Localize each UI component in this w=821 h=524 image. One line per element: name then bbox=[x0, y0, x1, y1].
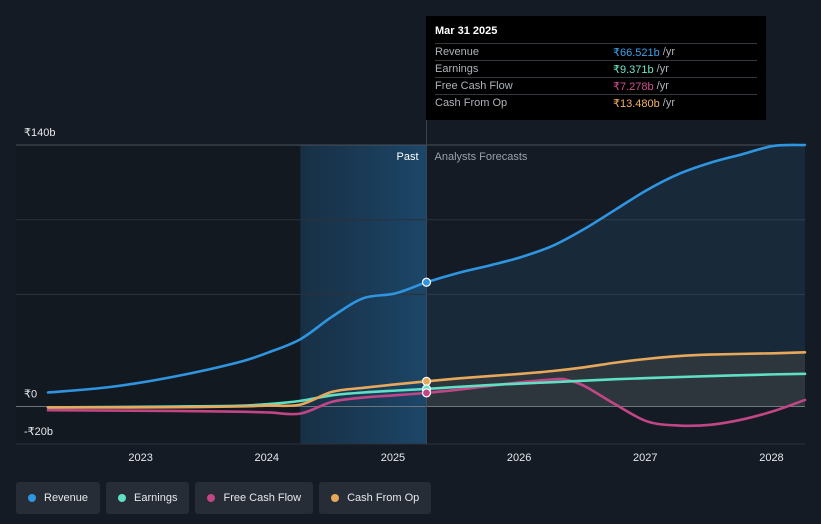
tooltip-value: ₹9.371b bbox=[613, 63, 654, 76]
legend: Revenue Earnings Free Cash Flow Cash From O… bbox=[16, 482, 432, 514]
legend-item-cash-from-op[interactable]: Cash From Op bbox=[319, 482, 432, 514]
legend-label: Cash From Op bbox=[347, 492, 420, 504]
revenue-highlight-point bbox=[421, 277, 432, 287]
x-tick-label: 2023 bbox=[128, 452, 152, 464]
legend-item-revenue[interactable]: Revenue bbox=[16, 482, 101, 514]
tooltip-value: ₹7.278b bbox=[613, 80, 654, 93]
legend-dot-icon bbox=[118, 494, 127, 502]
tooltip-row: Free Cash Flow ₹7.278b/yr bbox=[435, 77, 757, 94]
cfo-highlight-point bbox=[421, 376, 432, 386]
tooltip-unit: /yr bbox=[662, 46, 675, 58]
tooltip-label: Earnings bbox=[435, 63, 479, 75]
legend-dot-icon bbox=[28, 494, 36, 502]
tooltip-value: ₹66.521b bbox=[613, 46, 660, 59]
forecast-label: Analysts Forecasts bbox=[435, 151, 528, 163]
revenue-forecast-area bbox=[426, 144, 805, 407]
tooltip-row: Revenue ₹66.521b/yr bbox=[435, 43, 757, 60]
fcf-highlight-point bbox=[421, 388, 432, 398]
legend-item-earnings[interactable]: Earnings bbox=[106, 482, 190, 514]
x-tick-label: 2027 bbox=[633, 452, 657, 464]
revenue-series-line bbox=[46, 143, 807, 394]
tooltip-label: Cash From Op bbox=[435, 97, 508, 109]
legend-dot-icon bbox=[207, 494, 216, 502]
x-tick-label: 2024 bbox=[255, 452, 279, 464]
x-tick-label: 2026 bbox=[507, 452, 531, 464]
tooltip-date: Mar 31 2025 bbox=[435, 25, 498, 37]
tooltip-unit: /yr bbox=[656, 63, 669, 75]
legend-label: Revenue bbox=[44, 492, 89, 504]
tooltip-row: Earnings ₹9.371b/yr bbox=[435, 60, 757, 77]
x-tick-label: 2028 bbox=[759, 452, 783, 464]
tooltip-label: Revenue bbox=[435, 46, 480, 58]
tooltip: Mar 31 2025 Revenue ₹66.521b/yr Earnings ₹9… bbox=[426, 16, 766, 120]
cfo-series-line bbox=[46, 351, 807, 409]
y-tick-label: ₹0 bbox=[24, 389, 37, 401]
tooltip-value: ₹13.480b bbox=[613, 97, 660, 110]
legend-label: Earnings bbox=[134, 492, 178, 504]
legend-item-free-cash-flow[interactable]: Free Cash Flow bbox=[195, 482, 314, 514]
y-tick-label: -₹20b bbox=[24, 426, 53, 438]
tooltip-unit: /yr bbox=[656, 80, 669, 92]
tooltip-row: Cash From Op ₹13.480b/yr bbox=[435, 94, 757, 111]
legend-dot-icon bbox=[331, 494, 340, 502]
y-tick-label: ₹140b bbox=[24, 127, 55, 139]
legend-label: Free Cash Flow bbox=[223, 492, 302, 504]
x-tick-label: 2025 bbox=[381, 452, 405, 464]
tooltip-label: Free Cash Flow bbox=[435, 80, 513, 92]
tooltip-unit: /yr bbox=[662, 97, 675, 109]
past-label: Past bbox=[396, 151, 418, 163]
